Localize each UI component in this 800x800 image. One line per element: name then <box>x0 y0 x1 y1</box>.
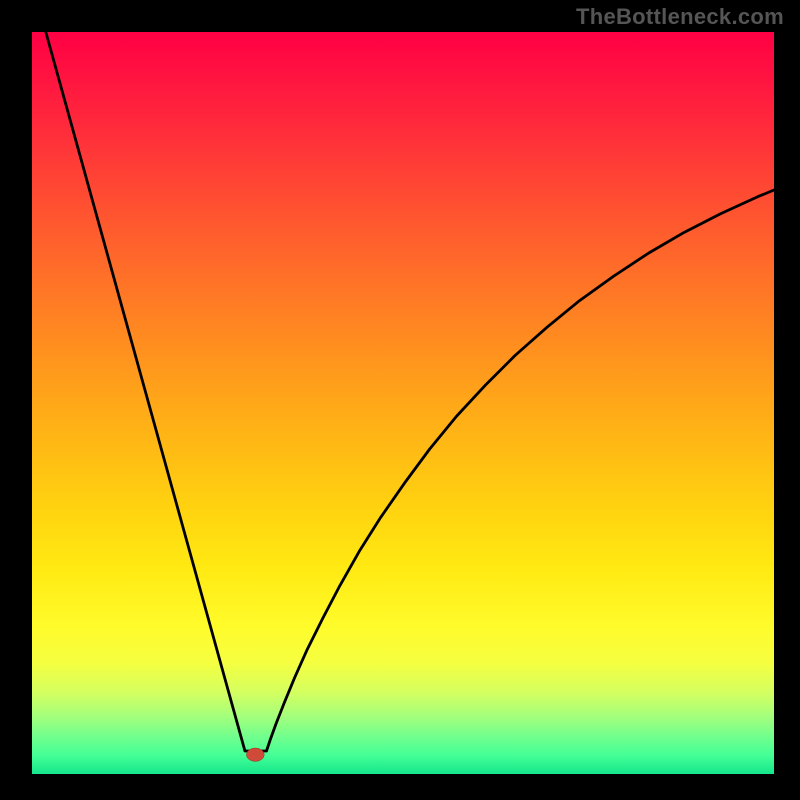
plot-area <box>32 32 774 774</box>
watermark-text: TheBottleneck.com <box>576 4 784 30</box>
gradient-background <box>32 32 774 774</box>
figure-root: TheBottleneck.com <box>0 0 800 800</box>
plot-svg <box>32 32 774 774</box>
minimum-marker <box>246 748 264 761</box>
